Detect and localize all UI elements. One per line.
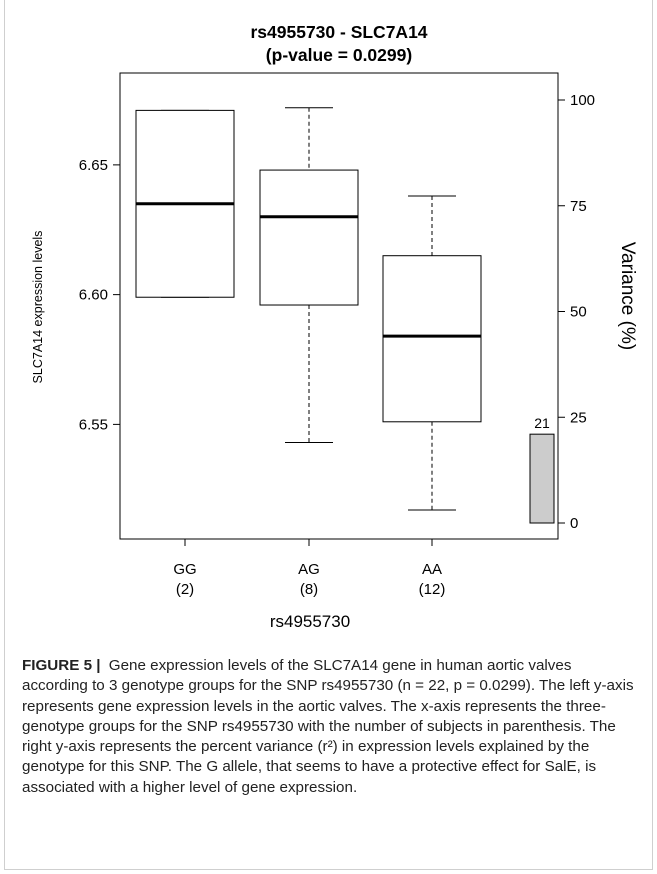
boxes — [135, 107, 482, 511]
x-tick-label-aa: AA — [422, 561, 442, 578]
right-tick-label-3: 75 — [570, 198, 587, 215]
caption-text: Gene expression levels of the SLC7A14 ge… — [22, 657, 634, 796]
x-categories: GG (2) AG (8) AA (12) — [173, 539, 445, 598]
left-tick-label-0: 6.55 — [79, 416, 108, 433]
x-tick-label-gg: GG — [173, 561, 196, 578]
box-aa — [382, 195, 482, 511]
plot-area — [119, 72, 559, 540]
caption-separator: | — [96, 657, 101, 674]
variance-bar-label: 21 — [534, 415, 550, 431]
chart-subtitle: (p-value = 0.0299) — [266, 45, 412, 65]
right-tick-label-1: 25 — [570, 409, 587, 426]
x-axis-label: rs4955730 — [270, 612, 350, 631]
x-count-label-aa: (12) — [419, 581, 446, 598]
right-axis: 0 25 50 75 100 — [558, 92, 595, 532]
right-tick-label-0: 0 — [570, 515, 578, 532]
box-gg — [135, 109, 235, 298]
variance-bar — [529, 433, 555, 524]
figure-caption: FIGURE 5 | Gene expression levels of the… — [22, 656, 638, 798]
left-tick-label-1: 6.60 — [79, 287, 108, 304]
left-axis: 6.55 6.60 6.65 — [79, 157, 120, 433]
x-tick-label-ag: AG — [298, 561, 320, 578]
caption-label: FIGURE 5 — [22, 657, 93, 674]
y-axis-right-label: Variance (%) — [617, 242, 638, 350]
figure-frame — [4, 0, 653, 870]
box-body-aa — [382, 255, 482, 423]
box-ag — [259, 107, 359, 444]
x-count-label-ag: (8) — [300, 581, 318, 598]
right-tick-label-4: 100 — [570, 92, 595, 109]
x-count-label-gg: (2) — [176, 581, 194, 598]
box-body-ag — [259, 169, 359, 306]
left-tick-label-2: 6.65 — [79, 157, 108, 174]
boxplot-chart: rs4955730 - SLC7A14 (p-value = 0.0299) 6… — [31, 22, 638, 631]
chart-title: rs4955730 - SLC7A14 — [250, 22, 427, 42]
variance-bar-group: 21 — [529, 415, 555, 524]
right-tick-label-2: 50 — [570, 304, 587, 321]
y-axis-left-label: SLC7A14 expression levels — [31, 231, 45, 384]
